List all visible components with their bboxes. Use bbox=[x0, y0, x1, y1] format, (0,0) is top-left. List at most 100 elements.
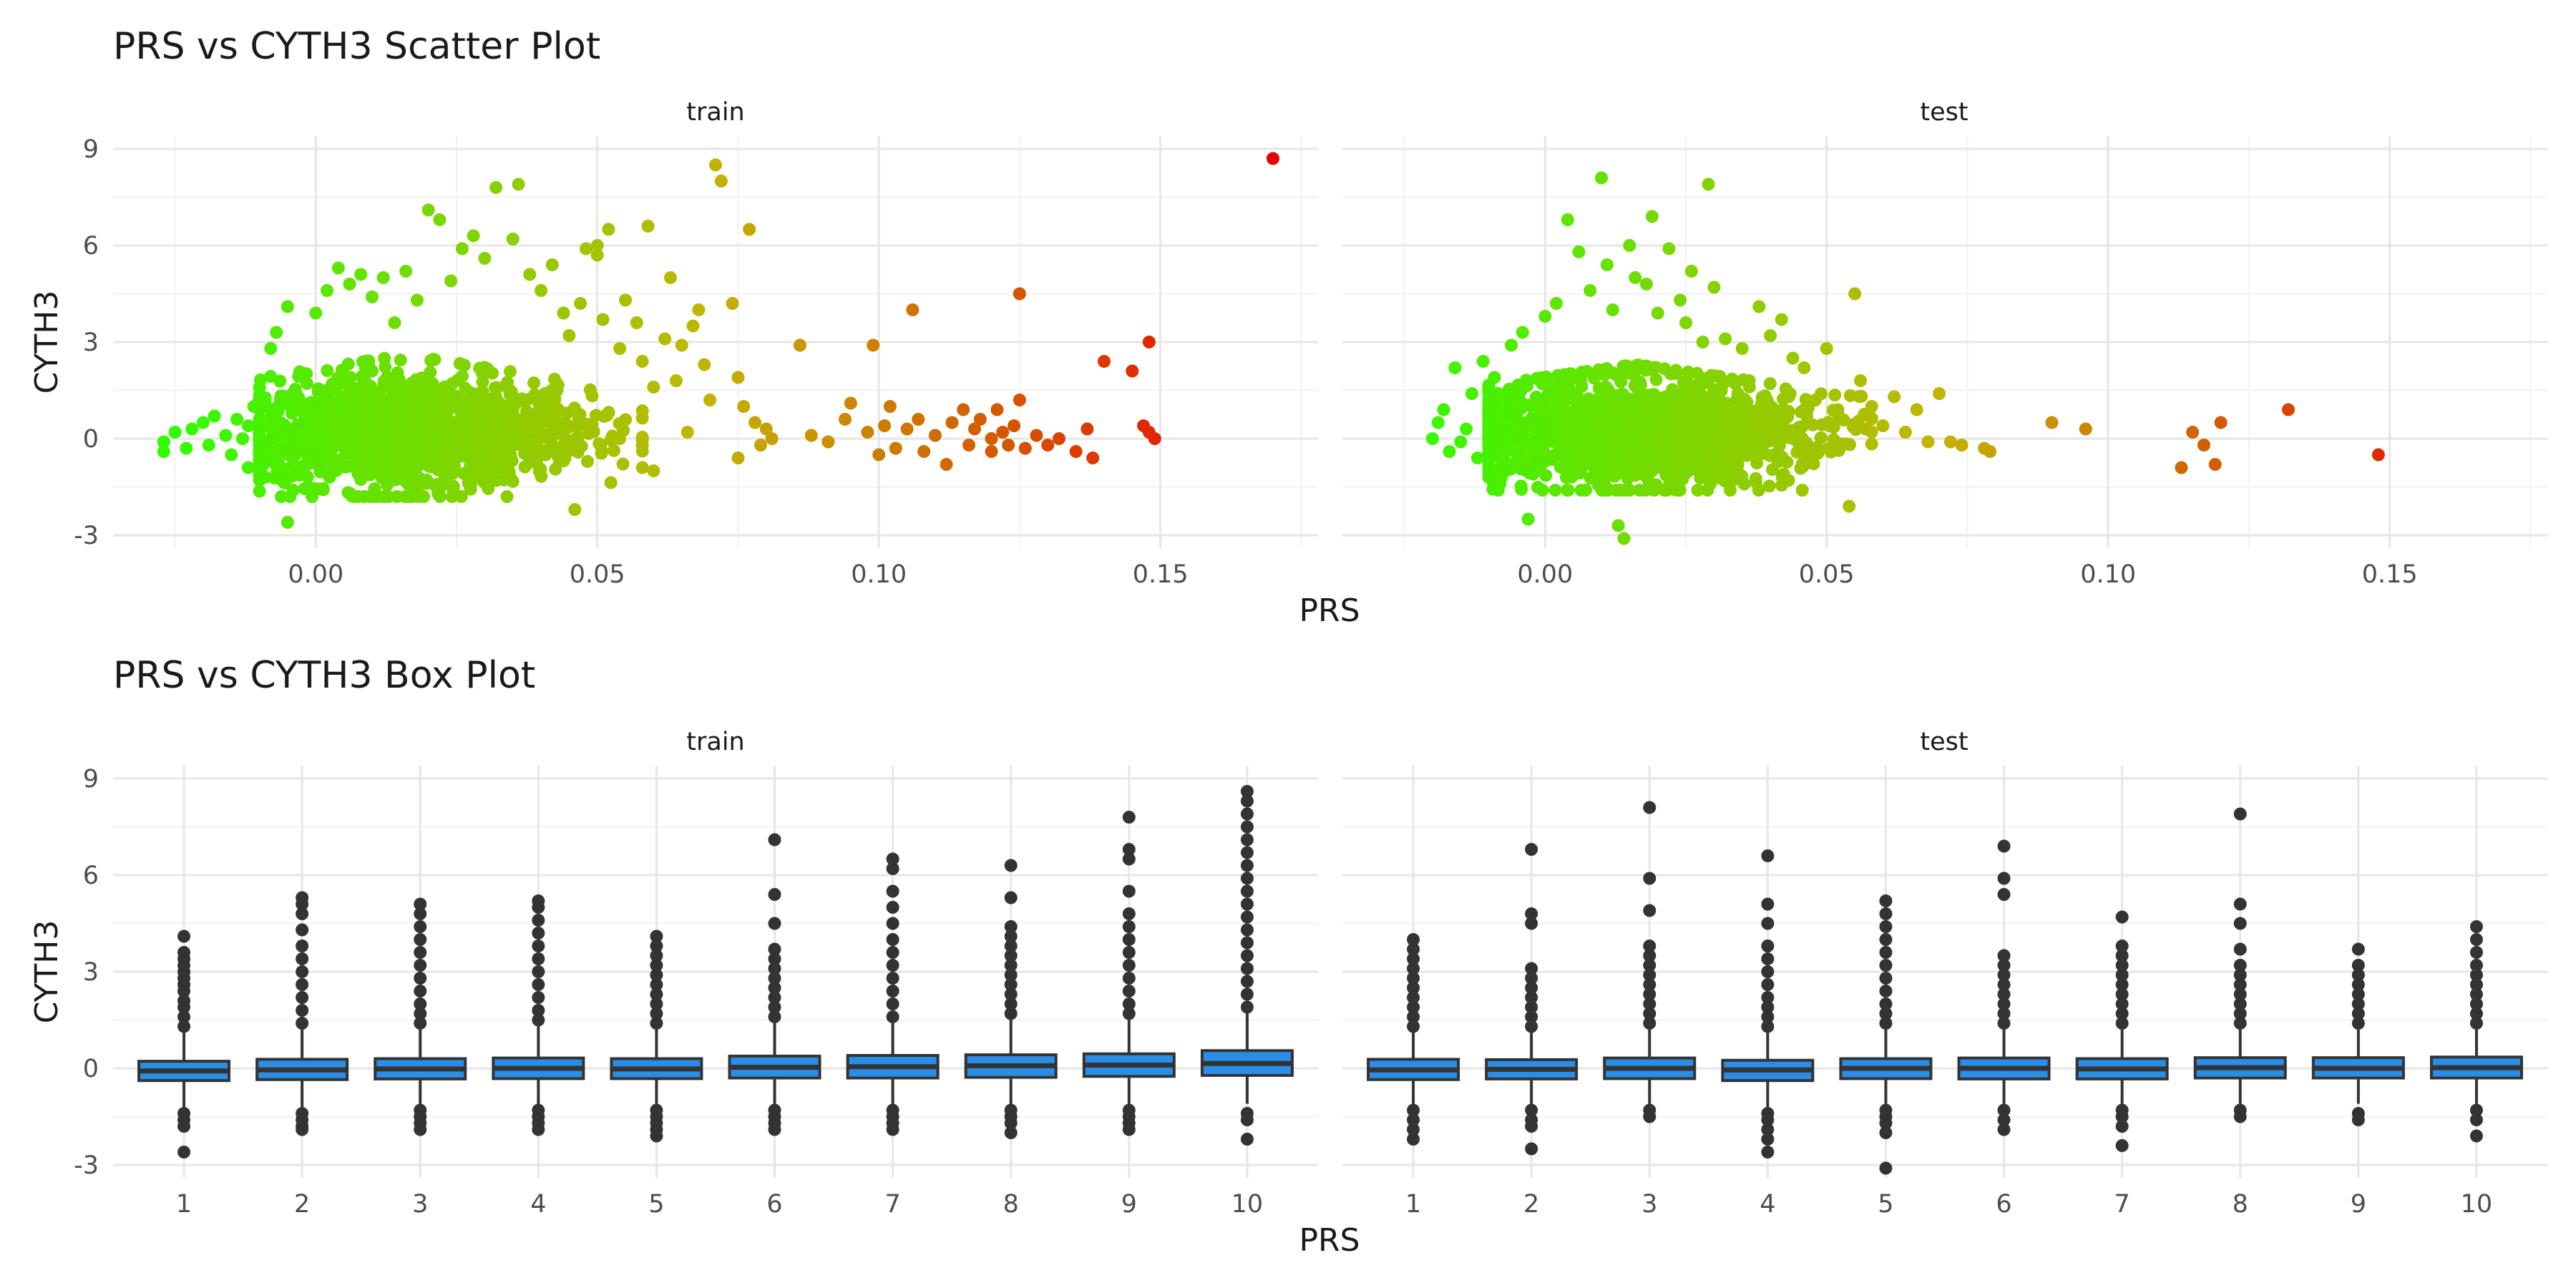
scatter-cloud-point bbox=[311, 386, 325, 399]
box-outlier bbox=[886, 1010, 899, 1023]
box-x-tick-label: 6 bbox=[766, 1190, 782, 1219]
box-outlier bbox=[1122, 946, 1136, 959]
box-outlier bbox=[1407, 1113, 1420, 1126]
box-outlier bbox=[177, 1120, 191, 1133]
scatter-point bbox=[2197, 439, 2210, 452]
box-outlier bbox=[2351, 959, 2365, 972]
scatter-point bbox=[506, 233, 519, 245]
scatter-cloud-point bbox=[323, 470, 336, 484]
scatter-cloud-point bbox=[1594, 405, 1606, 419]
box-outlier bbox=[1879, 1126, 1893, 1139]
box-outlier bbox=[1240, 846, 1254, 859]
scatter-panel-train-points bbox=[157, 152, 1279, 529]
scatter-cloud-point bbox=[1673, 388, 1687, 401]
scatter-cloud-point bbox=[420, 473, 434, 487]
scatter-cloud-point bbox=[1710, 411, 1724, 424]
scatter-cloud-point bbox=[1551, 435, 1563, 449]
scatter-cloud-point bbox=[1823, 419, 1836, 433]
scatter-point bbox=[794, 338, 806, 352]
scatter-cloud-point bbox=[417, 490, 430, 503]
scatter-point bbox=[1267, 152, 1279, 165]
box-outlier bbox=[1997, 978, 2011, 991]
box-outlier bbox=[886, 917, 899, 930]
scatter-point bbox=[399, 265, 413, 278]
box-outlier bbox=[2115, 1110, 2129, 1123]
box-9 bbox=[2311, 942, 2405, 1126]
scatter-point bbox=[647, 464, 660, 477]
scatter-cloud-point bbox=[344, 447, 358, 460]
box-outlier bbox=[1004, 997, 1018, 1010]
scatter-cloud-point bbox=[1828, 389, 1842, 402]
box-outlier bbox=[296, 991, 309, 1004]
box-outlier bbox=[414, 959, 427, 972]
scatter-x-tick-label: 0.15 bbox=[2362, 560, 2418, 589]
box-outlier bbox=[2115, 997, 2129, 1010]
scatter-cloud-point bbox=[1558, 380, 1572, 394]
scatter-cloud-point bbox=[544, 435, 557, 449]
box-outlier bbox=[1407, 933, 1420, 946]
scatter-point bbox=[1431, 416, 1445, 429]
box-outlier bbox=[414, 1017, 427, 1030]
box-outlier bbox=[1997, 949, 2011, 962]
box-outlier bbox=[532, 927, 545, 940]
box-outlier bbox=[650, 1017, 663, 1030]
scatter-cloud-point bbox=[1749, 406, 1762, 420]
box-y-tick-labels: -3 0 3 6 9 bbox=[74, 765, 99, 1180]
box-outlier bbox=[1643, 959, 1657, 972]
box-outlier bbox=[1004, 891, 1018, 904]
box-outlier bbox=[1879, 907, 1893, 920]
box-outlier bbox=[2469, 920, 2483, 933]
box-outlier bbox=[1761, 1123, 1775, 1136]
scatter-cloud-point bbox=[1637, 429, 1651, 442]
box-outlier bbox=[1407, 1123, 1420, 1136]
scatter-cloud-point bbox=[286, 406, 298, 420]
scatter-point bbox=[754, 439, 767, 452]
scatter-cloud-point bbox=[1677, 376, 1691, 389]
scatter-cloud-point bbox=[1530, 371, 1543, 385]
scatter-point bbox=[878, 419, 892, 432]
box-outlier bbox=[532, 952, 545, 965]
scatter-cloud-point bbox=[1742, 374, 1756, 387]
scatter-cloud-point bbox=[615, 418, 628, 431]
scatter-point bbox=[1611, 519, 1625, 532]
scatter-point bbox=[872, 448, 886, 462]
box-outlier bbox=[2469, 987, 2483, 1001]
scatter-cloud-point bbox=[268, 422, 282, 436]
scatter-cloud-point bbox=[1865, 425, 1878, 439]
scatter-point bbox=[219, 429, 233, 442]
scatter-point bbox=[410, 293, 424, 307]
scatter-point bbox=[270, 326, 283, 339]
scatter-point bbox=[1493, 477, 1507, 490]
scatter-point bbox=[1933, 387, 1946, 400]
box-1 bbox=[1367, 933, 1460, 1146]
scatter-cloud-point bbox=[1687, 404, 1700, 417]
scatter-cloud-point bbox=[1737, 405, 1751, 419]
box-outlier bbox=[1240, 962, 1254, 975]
scatter-cloud-point bbox=[1760, 397, 1773, 411]
scatter-point bbox=[658, 332, 672, 346]
scatter-cloud-point bbox=[532, 464, 546, 478]
scatter-x-tick-label: 0.05 bbox=[1799, 560, 1855, 589]
scatter-cloud-point bbox=[1634, 452, 1647, 466]
box-outlier bbox=[650, 930, 663, 943]
box-outlier bbox=[768, 1123, 781, 1136]
box-outlier bbox=[1761, 1020, 1775, 1033]
scatter-cloud-point bbox=[1710, 369, 1724, 383]
box-outlier bbox=[1997, 888, 2011, 901]
box-outlier bbox=[1643, 1007, 1657, 1020]
scatter-point bbox=[1465, 387, 1478, 400]
scatter-point bbox=[985, 432, 998, 445]
scatter-point bbox=[376, 271, 390, 284]
scatter-point bbox=[2079, 422, 2092, 436]
scatter-point bbox=[157, 435, 170, 449]
scatter-cloud-point bbox=[301, 457, 315, 471]
scatter-point bbox=[331, 261, 345, 275]
box-outlier bbox=[1122, 1007, 1136, 1020]
scatter-cloud-point bbox=[1794, 462, 1807, 475]
scatter-point bbox=[630, 316, 643, 329]
scatter-point bbox=[1910, 403, 1923, 416]
box-outlier bbox=[2351, 1017, 2365, 1030]
box-outlier bbox=[1761, 849, 1775, 862]
scatter-point bbox=[985, 445, 998, 458]
scatter-point bbox=[714, 175, 728, 187]
